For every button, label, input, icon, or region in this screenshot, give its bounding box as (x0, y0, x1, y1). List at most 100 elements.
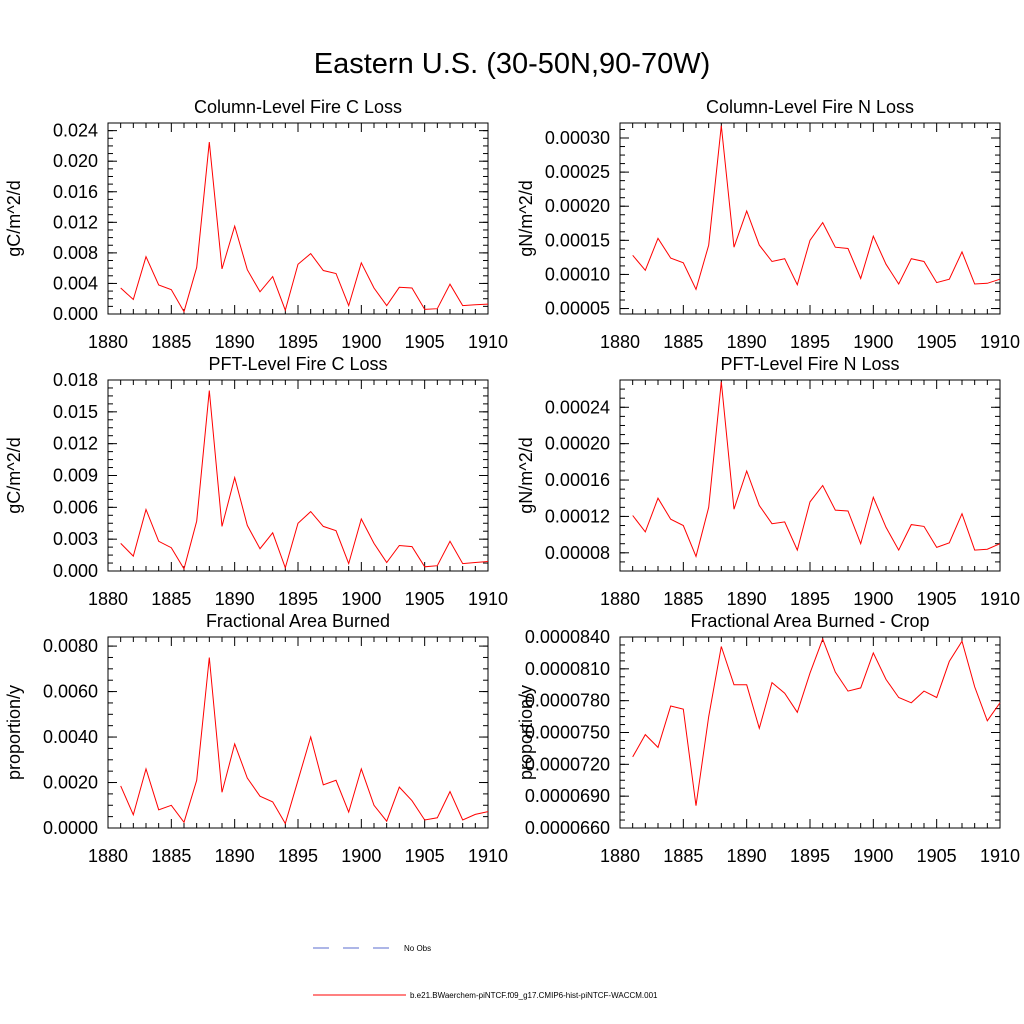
legend-label-no-obs: No Obs (404, 944, 431, 953)
x-tick-label: 1895 (278, 846, 318, 866)
x-tick-label: 1885 (663, 589, 703, 609)
x-tick-label: 1890 (215, 332, 255, 352)
x-tick-label: 1910 (468, 589, 508, 609)
chart-panel-2: Column-Level Fire N Loss gN/m^2/d 1880 1885… (516, 97, 1020, 352)
chart-panel-1: Column-Level Fire C Loss gC/m^2/d 1880 1885… (4, 97, 508, 352)
y-tick-label: 0.0020 (43, 773, 98, 793)
x-tick-label: 1885 (151, 846, 191, 866)
y-tick-label: 0.00012 (545, 506, 610, 526)
series-line-1 (632, 637, 1001, 806)
series-line-1 (120, 142, 489, 313)
y-tick-label: 0.009 (53, 466, 98, 486)
y-tick-label: 0.016 (53, 182, 98, 202)
x-tick-label: 1885 (663, 846, 703, 866)
x-tick-label: 1895 (278, 589, 318, 609)
series-line-1 (120, 390, 489, 571)
x-tick-label: 1885 (151, 332, 191, 352)
x-tick-label: 1895 (790, 846, 830, 866)
x-tick-label: 1900 (853, 332, 893, 352)
x-tick-label: 1880 (88, 332, 128, 352)
y-tick-label: 0.00020 (545, 196, 610, 216)
x-tick-label: 1900 (341, 846, 381, 866)
plot-frame (107, 122, 489, 315)
x-tick-label: 1900 (341, 589, 381, 609)
x-tick-label: 1905 (917, 846, 957, 866)
y-tick-label: 0.00030 (545, 128, 610, 148)
x-tick-label: 1900 (853, 589, 893, 609)
y-tick-label: 0.00025 (545, 162, 610, 182)
y-tick-label: 0.0000660 (525, 818, 610, 838)
y-tick-label: 0.0000840 (525, 627, 610, 647)
y-tick-label: 0.00010 (545, 264, 610, 284)
series-line-1 (120, 657, 489, 825)
x-tick-label: 1905 (917, 589, 957, 609)
series-line-1 (632, 381, 1001, 558)
chart-panel-5: Fractional Area Burned proportion/y 1880 18… (4, 611, 508, 866)
y-tick-label: 0.0000 (43, 818, 98, 838)
y-tick-label: 0.006 (53, 497, 98, 517)
y-tick-label: 0.0060 (43, 682, 98, 702)
x-tick-label: 1880 (600, 332, 640, 352)
y-tick-label: 0.024 (53, 121, 98, 141)
chart-panel-3: PFT-Level Fire C Loss gC/m^2/d 1880 1885 189… (4, 354, 508, 609)
y-tick-label: 0.012 (53, 434, 98, 454)
x-tick-label: 1910 (468, 332, 508, 352)
y-tick-label: 0.020 (53, 151, 98, 171)
plot-frame (619, 636, 1001, 829)
y-axis-label: gC/m^2/d (4, 180, 24, 256)
y-tick-label: 0.015 (53, 402, 98, 422)
x-tick-label: 1890 (215, 846, 255, 866)
y-tick-label: 0.0040 (43, 727, 98, 747)
y-tick-label: 0.003 (53, 529, 98, 549)
x-tick-label: 1890 (727, 846, 767, 866)
x-tick-label: 1895 (790, 332, 830, 352)
x-tick-label: 1910 (468, 846, 508, 866)
panel-title: Column-Level Fire C Loss (194, 97, 402, 117)
x-tick-label: 1880 (88, 589, 128, 609)
y-tick-label: 0.00008 (545, 543, 610, 563)
legend: No Obs b.e21.BWaerchem-piNTCF.f09_g17.CM… (313, 944, 658, 1000)
x-tick-label: 1890 (727, 332, 767, 352)
x-tick-label: 1890 (215, 589, 255, 609)
y-tick-label: 0.012 (53, 212, 98, 232)
y-axis-label: gC/m^2/d (4, 437, 24, 513)
y-tick-label: 0.000 (53, 561, 98, 581)
panel-title: Column-Level Fire N Loss (706, 97, 914, 117)
y-tick-label: 0.008 (53, 243, 98, 263)
y-tick-label: 0.00024 (545, 397, 610, 417)
x-tick-label: 1910 (980, 332, 1020, 352)
y-axis-label: proportion/y (4, 685, 24, 780)
panel-title: Fractional Area Burned - Crop (690, 611, 929, 631)
x-tick-label: 1910 (980, 846, 1020, 866)
y-tick-label: 0.0000720 (525, 754, 610, 774)
y-axis-label: proportion/y (516, 685, 536, 780)
plot-frame (107, 636, 489, 829)
plot-frame (619, 122, 1001, 315)
chart-panel-6: Fractional Area Burned - Crop proportion/… (516, 611, 1020, 866)
panel-title: PFT-Level Fire N Loss (720, 354, 899, 374)
y-tick-label: 0.000 (53, 304, 98, 324)
x-tick-label: 1900 (853, 846, 893, 866)
y-tick-label: 0.00020 (545, 434, 610, 454)
panel-title: PFT-Level Fire C Loss (208, 354, 387, 374)
x-tick-label: 1900 (341, 332, 381, 352)
y-tick-label: 0.00016 (545, 470, 610, 490)
x-tick-label: 1895 (790, 589, 830, 609)
x-tick-label: 1885 (663, 332, 703, 352)
x-tick-label: 1910 (980, 589, 1020, 609)
legend-label-model: b.e21.BWaerchem-piNTCF.f09_g17.CMIP6-his… (410, 991, 658, 1000)
y-axis-label: gN/m^2/d (516, 437, 536, 513)
x-tick-label: 1890 (727, 589, 767, 609)
x-tick-label: 1880 (600, 589, 640, 609)
x-tick-label: 1880 (600, 846, 640, 866)
y-tick-label: 0.0000780 (525, 691, 610, 711)
x-tick-label: 1880 (88, 846, 128, 866)
panel-title: Fractional Area Burned (206, 611, 390, 631)
x-tick-label: 1905 (405, 846, 445, 866)
series-line-1 (632, 125, 1001, 291)
page-title: Eastern U.S. (30-50N,90-70W) (313, 48, 711, 80)
y-tick-label: 0.0080 (43, 636, 98, 656)
y-tick-label: 0.004 (53, 273, 98, 293)
y-tick-label: 0.0000750 (525, 723, 610, 743)
